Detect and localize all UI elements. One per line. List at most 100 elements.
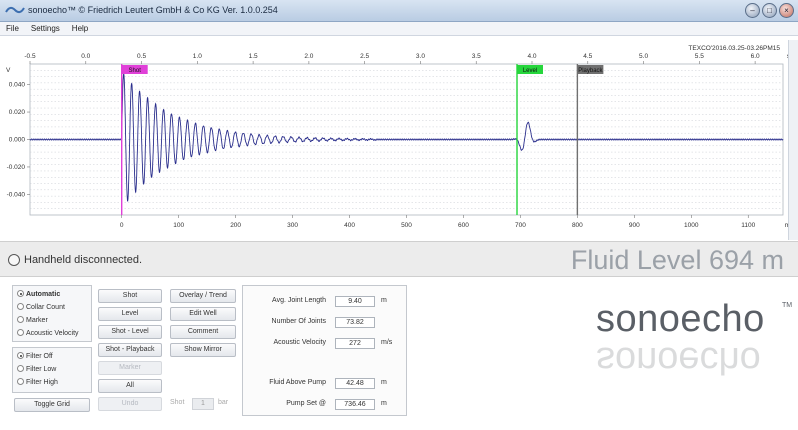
radio-label: Filter High [26,379,58,386]
marker-label-level: Level [523,68,537,74]
param-label: Fluid Above Pump [269,379,326,386]
top-axis-tick-label: 3.5 [472,53,481,60]
marker-button[interactable]: Marker [98,361,162,375]
param-unit: m/s [381,339,393,346]
bottom-axis-tick-label: 100 [173,222,184,229]
radio-collar-count[interactable]: Collar Count [17,303,65,314]
chart-scrollbar[interactable] [788,40,798,240]
title-bar: sonoecho™ © Friedrich Leutert GmbH & Co … [0,0,798,22]
show-mirror-button[interactable]: Show Mirror [170,343,236,357]
param-label: Number Of Joints [271,318,326,325]
all-button[interactable]: All [98,379,162,393]
radio-acoustic-velocity[interactable]: Acoustic Velocity [17,329,79,340]
y-axis-tick-label: -0.020 [7,164,26,171]
echo-signal-trace [29,72,784,202]
radio-label: Marker [26,317,48,324]
param-label: Avg. Joint Length [272,297,326,304]
echo-chart[interactable]: Shot Level Playback -0.5 0.0 0.5 1.0 1.5 2.0 2.5… [0,37,798,240]
level-button[interactable]: Level [98,307,162,321]
top-axis-tick-label: 0.5 [137,53,146,60]
maximize-button[interactable]: □ [762,3,777,18]
radio-dot [17,316,24,323]
top-axis-tick-label: 1.5 [249,53,258,60]
undo-button[interactable]: Undo [98,397,162,411]
top-axis-tick-label: 5.0 [639,53,648,60]
marker-flag-shot [121,65,148,74]
close-button[interactable]: × [779,3,794,18]
brand-trademark: TM [782,302,793,309]
top-axis-tick-label: 2.0 [304,53,313,60]
shot-level-button[interactable]: Shot - Level [98,325,162,339]
bottom-axis-tick-label: 500 [401,222,412,229]
menu-file[interactable]: File [6,24,19,33]
param-unit: m [381,297,387,304]
bottom-axis-unit-label: m [785,222,790,229]
radio-dot [17,303,24,310]
edit-well-button[interactable]: Edit Well [170,307,236,321]
bottom-axis-tick-label: 800 [572,222,583,229]
param-value-pump-set: 736.46 [335,399,375,410]
bottom-axis-tick-label: 400 [344,222,355,229]
radio-marker[interactable]: Marker [17,316,48,327]
brand-logo-reflection: sonoecho [596,339,761,381]
bottom-axis-tick-label: 600 [458,222,469,229]
top-axis-tick-label: 4.5 [583,53,592,60]
param-value-fluid-above-pump: 42.48 [335,378,375,389]
radio-label: Filter Off [26,353,53,360]
top-axis-tick-label: 5.5 [695,53,704,60]
bottom-axis-tick-label: 900 [629,222,640,229]
radio-filter-off[interactable]: Filter Off [17,352,53,363]
param-label: Pump Set @ [286,400,326,407]
radio-dot [17,290,24,297]
shot-playback-button[interactable]: Shot - Playback [98,343,162,357]
param-value-acoustic-velocity: 272 [335,338,375,349]
top-axis-tick-label: 3.0 [416,53,425,60]
top-axis-tick-label: 1.0 [193,53,202,60]
radio-filter-low[interactable]: Filter Low [17,365,56,376]
window-title: sonoecho™ © Friedrich Leutert GmbH & Co … [28,5,278,15]
param-unit: m [381,400,387,407]
radio-label: Collar Count [26,304,65,311]
menu-bar: File Settings Help [0,22,798,36]
bottom-axis-tick-label: 200 [230,222,241,229]
marker-label-shot: Shot [129,68,142,74]
radio-dot [17,365,24,372]
menu-help[interactable]: Help [71,24,89,33]
control-panel: Automatic Collar Count Marker Acoustic V… [0,278,798,430]
minimize-button[interactable]: – [745,3,760,18]
y-axis-tick-label: 0.020 [9,109,26,116]
radio-label: Automatic [26,291,61,298]
marker-label-playback: Playback [578,68,603,74]
param-unit: m [381,379,387,386]
top-axis-tick-label: -0.5 [24,53,36,60]
menu-settings[interactable]: Settings [30,24,60,33]
bottom-axis-tick-label: 700 [515,222,526,229]
bottom-axis-tick-label: 1000 [684,222,699,229]
radio-dot [17,329,24,336]
well-parameters: Avg. Joint Length 9.40 m Number Of Joint… [242,285,407,416]
echo-chart-svg[interactable]: Shot Level Playback -0.5 0.0 0.5 1.0 1.5 2.0 2.5… [0,37,798,240]
radio-automatic[interactable]: Automatic [17,290,60,301]
toggle-grid-button[interactable]: Toggle Grid [14,398,90,412]
radio-dot [17,352,24,359]
filter-group: Filter Off Filter Low Filter High [12,347,92,393]
radio-filter-high[interactable]: Filter High [17,378,58,389]
fluid-level-readout: Fluid Level 694 m [570,245,784,275]
bottom-axis-tick-label: 300 [287,222,298,229]
shot-control-unit: bar [218,399,229,406]
bottom-axis-tick-label: 0 [120,222,124,229]
y-axis-unit-label: V [6,67,11,74]
radio-dot [17,378,24,385]
comment-button[interactable]: Comment [170,325,236,339]
y-axis-tick-label: -0.040 [7,191,26,198]
overlay-trend-button[interactable]: Overlay / Trend [170,289,236,303]
status-strip: Handheld disconnected. Fluid Level 694 m [0,241,798,277]
top-axis-tick-label: 4.0 [527,53,536,60]
param-value-joint-length: 9.40 [335,296,375,307]
shot-control-input[interactable]: 1 [192,398,214,410]
shot-button[interactable]: Shot [98,289,162,303]
mode-group: Automatic Collar Count Marker Acoustic V… [12,285,92,342]
y-axis-tick-label: 0.040 [9,82,26,89]
brand-logo: sonoecho [596,298,765,340]
handheld-status-icon [8,254,20,266]
